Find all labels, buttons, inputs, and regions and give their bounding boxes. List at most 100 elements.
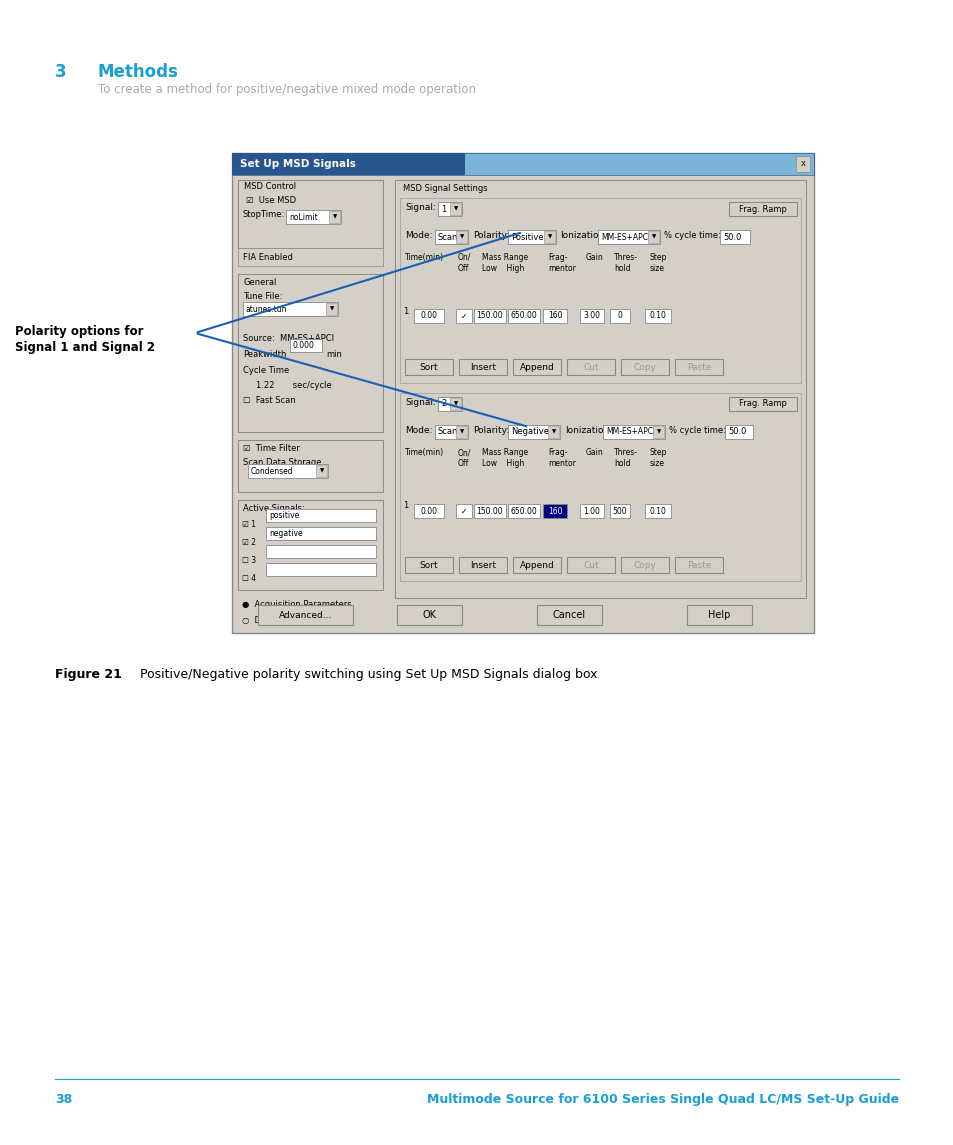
Bar: [644, 504, 670, 518]
Text: Copy: Copy: [633, 561, 656, 569]
Text: Methods: Methods: [98, 63, 179, 81]
Text: ▼: ▼: [454, 206, 457, 212]
Text: 1: 1: [440, 205, 446, 213]
Bar: [458, 360, 506, 376]
Text: 3.00: 3.00: [583, 311, 599, 321]
Text: Insert: Insert: [470, 561, 496, 569]
Bar: [237, 440, 382, 492]
Text: ▼: ▼: [459, 235, 464, 239]
Text: Ionization:: Ionization:: [559, 231, 606, 240]
Bar: [474, 504, 505, 518]
Text: Frag-
mentor: Frag- mentor: [547, 253, 576, 274]
Text: On/
Off: On/ Off: [457, 448, 471, 468]
Bar: [602, 425, 664, 439]
Text: atunes.tun: atunes.tun: [246, 305, 287, 314]
Bar: [507, 425, 559, 439]
Text: 150.00: 150.00: [476, 506, 503, 515]
Bar: [652, 426, 663, 439]
Bar: [609, 504, 629, 518]
Text: 3: 3: [55, 63, 67, 81]
Text: Cycle Time: Cycle Time: [243, 366, 289, 376]
Text: 650.00: 650.00: [510, 311, 537, 321]
Text: 650.00: 650.00: [510, 506, 537, 515]
Bar: [237, 248, 382, 266]
Text: Mass Range
Low    High: Mass Range Low High: [481, 448, 528, 468]
Text: 50.0: 50.0: [727, 427, 745, 436]
Bar: [399, 393, 801, 581]
Text: Sort: Sort: [419, 561, 437, 569]
Bar: [724, 425, 752, 439]
Text: 0.00: 0.00: [420, 506, 437, 515]
Bar: [474, 309, 505, 323]
Bar: [315, 465, 327, 477]
Text: ▼: ▼: [657, 429, 660, 434]
Text: On/
Off: On/ Off: [457, 253, 471, 274]
Bar: [620, 360, 668, 376]
Text: Advanced...: Advanced...: [278, 610, 332, 619]
Bar: [437, 202, 461, 216]
Bar: [286, 210, 340, 224]
Text: Append: Append: [519, 561, 554, 569]
Bar: [395, 180, 805, 598]
Text: ▼: ▼: [547, 235, 552, 239]
Bar: [543, 231, 555, 243]
Text: ☐ 4: ☐ 4: [242, 574, 255, 583]
Bar: [458, 556, 506, 572]
Bar: [450, 398, 460, 410]
Bar: [266, 563, 375, 576]
Bar: [437, 397, 461, 411]
Bar: [720, 230, 749, 244]
Text: ✓: ✓: [460, 506, 467, 515]
Text: ▼: ▼: [319, 468, 324, 474]
Text: Peakwidth: Peakwidth: [243, 350, 286, 360]
Bar: [414, 309, 443, 323]
Text: Condensed: Condensed: [251, 466, 294, 475]
Text: 150.00: 150.00: [476, 311, 503, 321]
Bar: [232, 153, 813, 633]
Bar: [435, 425, 468, 439]
Text: ☐  Fast Scan: ☐ Fast Scan: [243, 396, 295, 405]
Text: Frag. Ramp: Frag. Ramp: [739, 400, 786, 409]
Bar: [237, 180, 382, 248]
Bar: [507, 309, 539, 323]
Bar: [620, 556, 668, 572]
Text: Positive: Positive: [511, 232, 543, 242]
Bar: [507, 504, 539, 518]
Bar: [513, 360, 560, 376]
Bar: [329, 211, 339, 223]
Bar: [266, 510, 375, 522]
Text: Thres-
hold: Thres- hold: [614, 253, 638, 274]
Bar: [566, 556, 615, 572]
Text: 50.0: 50.0: [722, 232, 740, 242]
Text: Frag. Ramp: Frag. Ramp: [739, 205, 786, 213]
Text: Gain: Gain: [585, 448, 603, 457]
Text: % cycle time:: % cycle time:: [663, 231, 720, 240]
Text: Source:  MM-ES+APCI: Source: MM-ES+APCI: [243, 334, 334, 344]
Bar: [728, 397, 796, 411]
Text: Signal 1 and Signal 2: Signal 1 and Signal 2: [15, 341, 154, 354]
Text: Cut: Cut: [582, 363, 598, 371]
Text: General: General: [244, 278, 277, 287]
Text: OK: OK: [422, 610, 436, 619]
Bar: [566, 360, 615, 376]
Bar: [257, 605, 353, 625]
Text: 0: 0: [617, 311, 621, 321]
Text: Thres-
hold: Thres- hold: [614, 448, 638, 468]
Text: Signal:: Signal:: [405, 398, 436, 406]
Text: ▼: ▼: [551, 429, 556, 434]
Text: noLimit: noLimit: [289, 213, 317, 221]
Bar: [537, 605, 601, 625]
Text: Step
size: Step size: [649, 448, 667, 468]
Text: FIA Enabled: FIA Enabled: [243, 253, 293, 261]
Text: Figure 21: Figure 21: [55, 668, 122, 681]
Text: Copy: Copy: [633, 363, 656, 371]
Bar: [609, 309, 629, 323]
Bar: [435, 230, 468, 244]
Text: 38: 38: [55, 1093, 72, 1106]
Text: 160: 160: [547, 506, 561, 515]
Bar: [456, 231, 467, 243]
Bar: [728, 202, 796, 216]
Bar: [405, 360, 453, 376]
Text: Cut: Cut: [582, 561, 598, 569]
Text: ▼: ▼: [333, 214, 336, 220]
